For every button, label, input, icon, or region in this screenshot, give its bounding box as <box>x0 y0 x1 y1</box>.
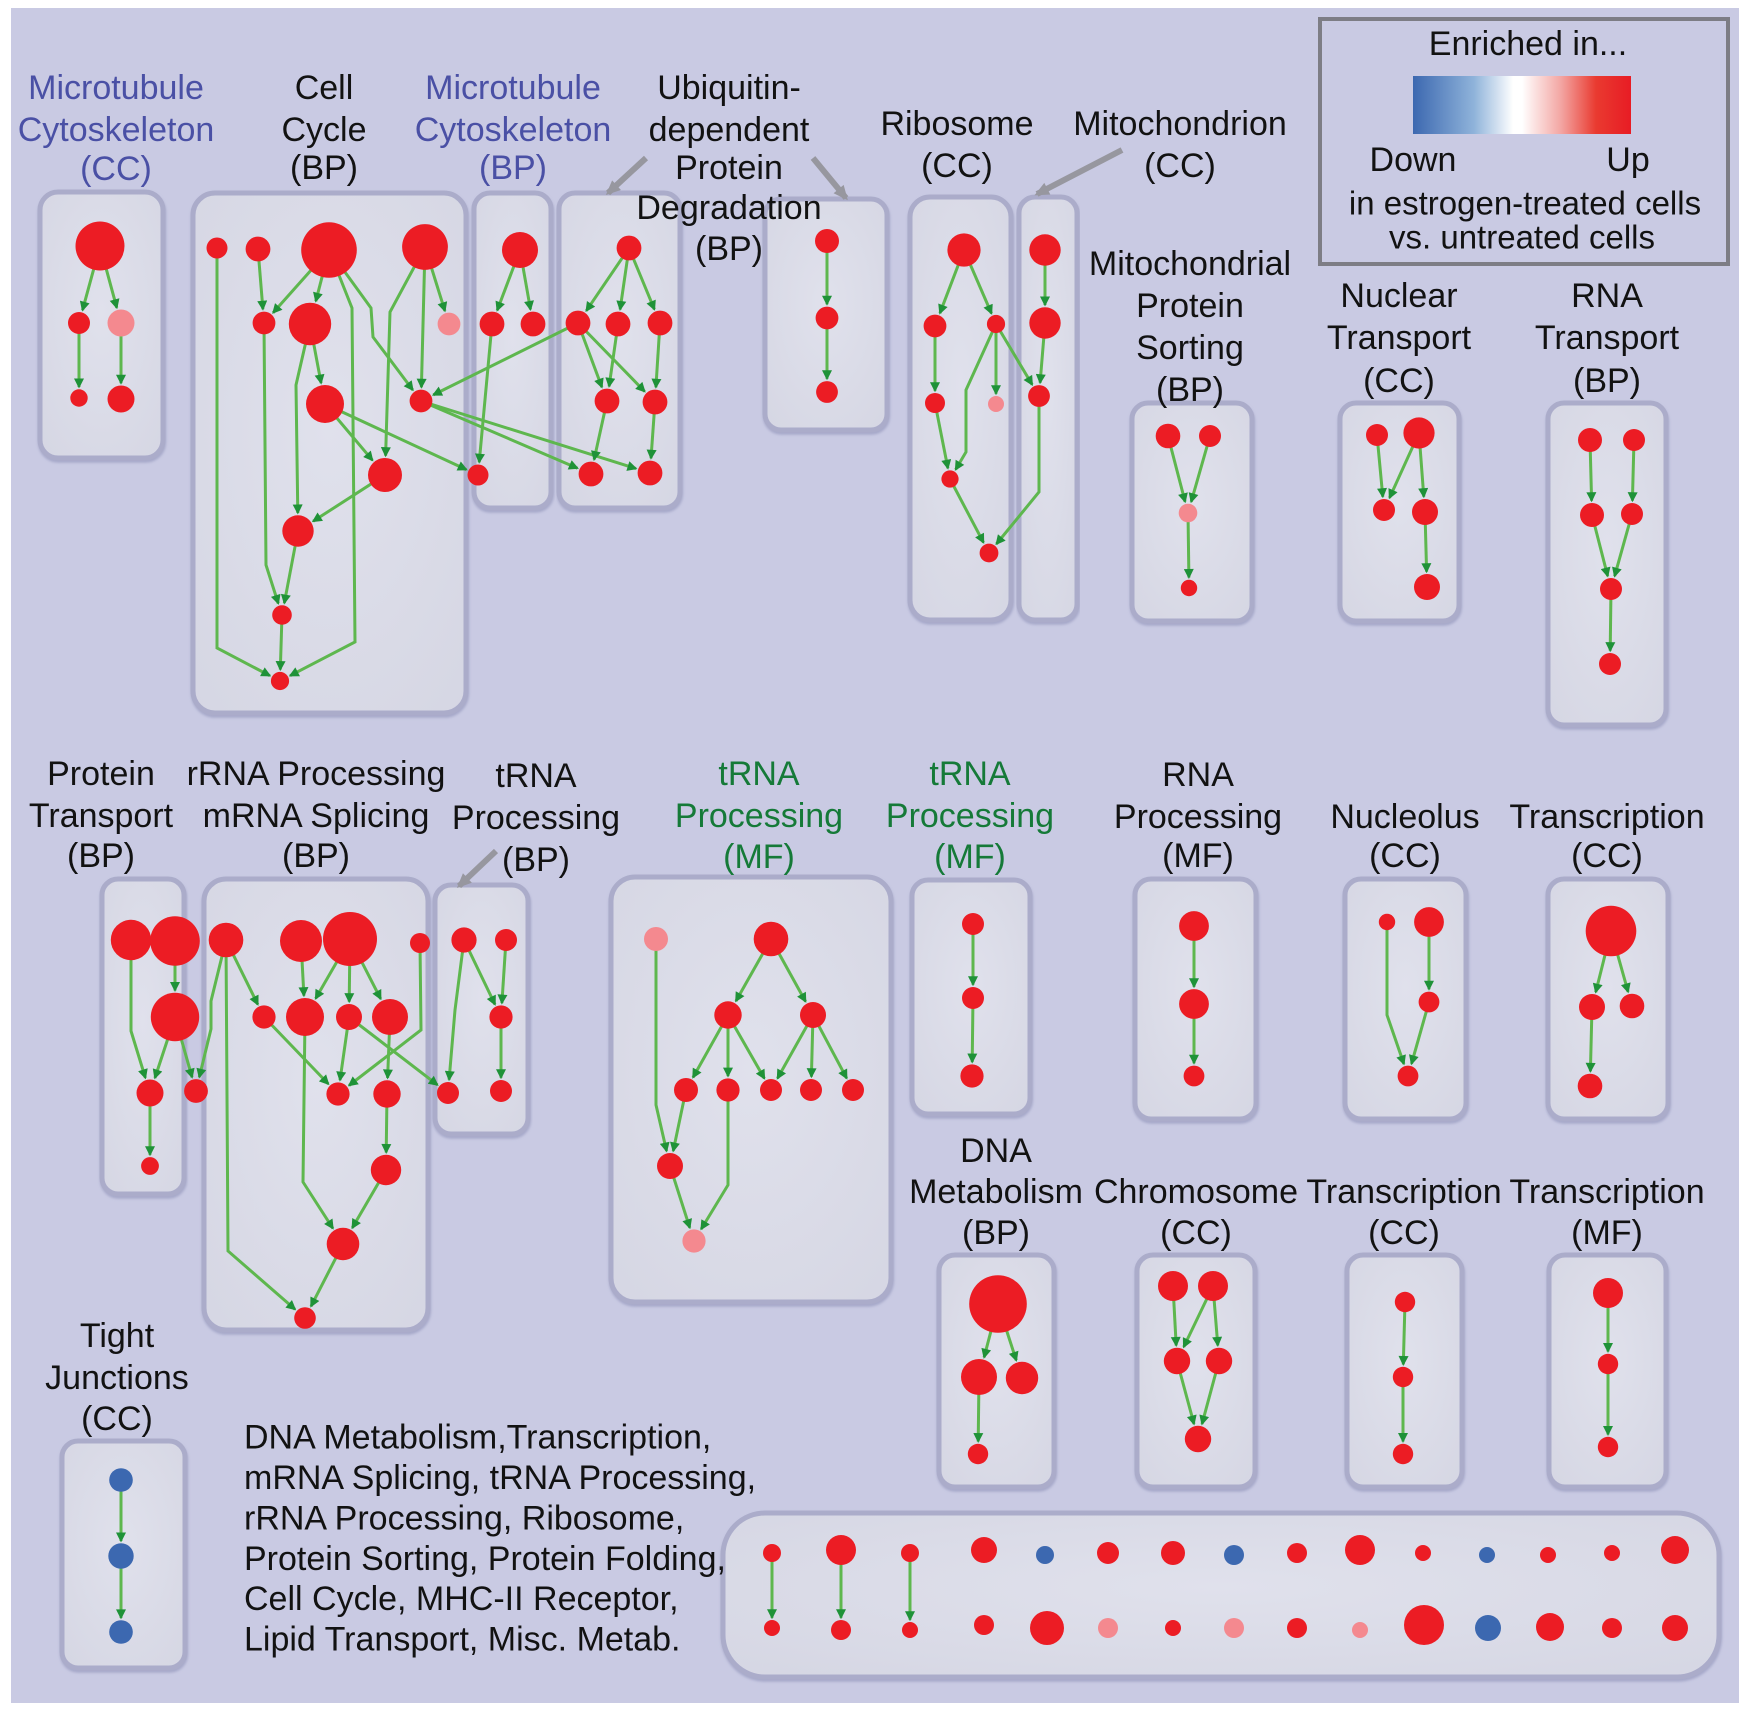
svg-text:dependent: dependent <box>649 111 810 149</box>
svg-text:(MF): (MF) <box>1162 837 1234 875</box>
svg-text:Protein Sorting, Protein Foldi: Protein Sorting, Protein Folding, <box>244 1540 726 1578</box>
svg-text:(BP): (BP) <box>1573 362 1641 400</box>
svg-text:tRNA: tRNA <box>718 755 800 793</box>
svg-text:Mitochondrial: Mitochondrial <box>1089 245 1291 283</box>
svg-text:Protein: Protein <box>1136 287 1244 325</box>
svg-text:(CC): (CC) <box>1144 147 1216 185</box>
svg-text:Ribosome: Ribosome <box>880 105 1033 143</box>
svg-text:Protein: Protein <box>675 149 783 187</box>
svg-text:(BP): (BP) <box>695 230 763 268</box>
svg-text:tRNA: tRNA <box>495 757 577 795</box>
svg-text:rRNA Processing: rRNA Processing <box>187 755 446 793</box>
svg-text:Enriched in...: Enriched in... <box>1429 25 1627 63</box>
svg-text:(BP): (BP) <box>1156 371 1224 409</box>
svg-text:(BP): (BP) <box>282 837 350 875</box>
svg-text:Nucleolus: Nucleolus <box>1330 798 1479 836</box>
svg-text:Down: Down <box>1370 141 1457 179</box>
svg-text:mRNA Splicing, tRNA Processing: mRNA Splicing, tRNA Processing, <box>244 1459 756 1497</box>
svg-text:Microtubule: Microtubule <box>425 69 601 107</box>
svg-text:(CC): (CC) <box>1571 837 1643 875</box>
svg-text:Sorting: Sorting <box>1136 329 1244 367</box>
svg-text:(MF): (MF) <box>934 838 1006 876</box>
svg-text:(CC): (CC) <box>921 147 993 185</box>
svg-text:tRNA: tRNA <box>929 755 1011 793</box>
svg-text:rRNA Processing, Ribosome,: rRNA Processing, Ribosome, <box>244 1499 684 1537</box>
svg-text:Nuclear: Nuclear <box>1340 277 1457 315</box>
svg-text:Mitochondrion: Mitochondrion <box>1073 105 1287 143</box>
svg-text:Cytoskeleton: Cytoskeleton <box>18 111 215 149</box>
svg-text:Processing: Processing <box>1114 798 1282 836</box>
svg-text:Transport: Transport <box>1327 319 1472 357</box>
svg-text:(MF): (MF) <box>1571 1214 1643 1252</box>
svg-text:DNA Metabolism,Transcription,: DNA Metabolism,Transcription, <box>244 1419 711 1457</box>
svg-text:Tight: Tight <box>80 1317 155 1355</box>
svg-text:in estrogen-treated cells: in estrogen-treated cells <box>1349 185 1701 222</box>
svg-text:Chromosome: Chromosome <box>1094 1173 1298 1211</box>
svg-text:(BP): (BP) <box>290 149 358 187</box>
svg-text:(CC): (CC) <box>80 150 152 188</box>
svg-text:RNA: RNA <box>1571 277 1643 315</box>
svg-text:Cell: Cell <box>295 69 354 107</box>
svg-text:Transcription: Transcription <box>1306 1173 1501 1211</box>
svg-text:Transport: Transport <box>1535 319 1680 357</box>
svg-text:(BP): (BP) <box>479 149 547 187</box>
svg-text:Processing: Processing <box>886 797 1054 835</box>
svg-text:(BP): (BP) <box>962 1214 1030 1252</box>
svg-text:Processing: Processing <box>452 799 620 837</box>
svg-text:Protein: Protein <box>47 755 155 793</box>
svg-text:(MF): (MF) <box>723 838 795 876</box>
svg-text:(CC): (CC) <box>81 1400 153 1438</box>
svg-text:mRNA Splicing: mRNA Splicing <box>203 797 430 835</box>
svg-text:Cytoskeleton: Cytoskeleton <box>415 111 612 149</box>
svg-text:(CC): (CC) <box>1160 1214 1232 1252</box>
svg-text:Junctions: Junctions <box>45 1359 189 1397</box>
svg-text:Microtubule: Microtubule <box>28 69 204 107</box>
svg-text:(BP): (BP) <box>502 841 570 879</box>
svg-text:Cycle: Cycle <box>281 111 366 149</box>
svg-text:RNA: RNA <box>1162 756 1234 794</box>
svg-text:DNA: DNA <box>960 1132 1032 1170</box>
svg-text:Processing: Processing <box>675 797 843 835</box>
svg-text:vs. untreated cells: vs. untreated cells <box>1389 219 1655 256</box>
svg-text:Degradation: Degradation <box>636 189 821 227</box>
svg-text:Transcription: Transcription <box>1509 1173 1704 1211</box>
svg-text:(CC): (CC) <box>1363 362 1435 400</box>
svg-text:(CC): (CC) <box>1368 1214 1440 1252</box>
svg-text:Up: Up <box>1606 141 1649 179</box>
svg-text:Cell Cycle, MHC-II Receptor,: Cell Cycle, MHC-II Receptor, <box>244 1580 679 1618</box>
svg-text:Metabolism: Metabolism <box>909 1173 1083 1211</box>
svg-text:(BP): (BP) <box>67 837 135 875</box>
svg-text:Transport: Transport <box>29 797 174 835</box>
svg-text:Lipid Transport, Misc. Metab.: Lipid Transport, Misc. Metab. <box>244 1621 681 1659</box>
svg-text:Ubiquitin-: Ubiquitin- <box>657 69 801 107</box>
svg-text:Transcription: Transcription <box>1509 798 1704 836</box>
svg-text:(CC): (CC) <box>1369 837 1441 875</box>
